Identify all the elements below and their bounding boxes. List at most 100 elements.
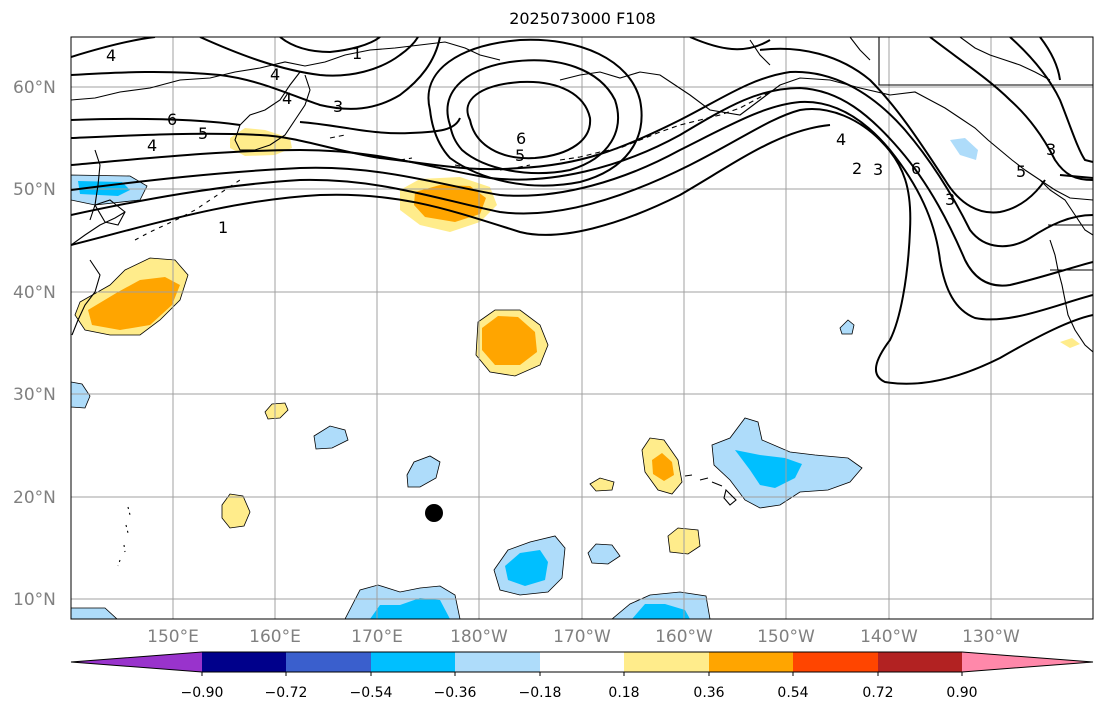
colorbar-tick-label: 0.36 — [693, 685, 724, 701]
contour-label: 4 — [147, 136, 157, 155]
colorbar-segment — [455, 652, 540, 672]
colorbar-segment — [71, 652, 202, 672]
colorbar-tick-label: −0.90 — [181, 685, 224, 701]
coast-japan — [71, 211, 126, 336]
contour-6-low — [466, 80, 592, 160]
island-chain-marianas — [117, 506, 131, 567]
colorbar-segment — [202, 652, 286, 672]
longitude-labels: 150°E 160°E 170°E 180°W 170°W 160°W 150°… — [147, 627, 1020, 647]
colorbar-segment — [709, 652, 793, 672]
contour-1-top — [71, 37, 419, 77]
contour-top-small — [279, 37, 381, 54]
lat-label: 30°N — [13, 385, 56, 405]
lon-label: 180°W — [450, 627, 508, 647]
colorbar-segment — [624, 652, 709, 672]
shade-orange-aleutian — [414, 185, 486, 222]
contour-top-right3 — [1009, 37, 1093, 163]
colorbar-tick-label: 0.18 — [608, 685, 639, 701]
contour-6 — [71, 47, 1093, 214]
graticule — [71, 37, 1093, 619]
contour-4-low — [427, 38, 643, 187]
coast-kamchatka — [234, 71, 311, 151]
lon-label: 170°W — [553, 627, 611, 647]
shade-blue-south2-core — [632, 604, 690, 619]
colorbar — [70, 651, 1094, 676]
contour-label: 1 — [352, 44, 362, 63]
map-frame — [70, 36, 1094, 620]
contour-label: 5 — [515, 146, 525, 165]
shade-blue-15n-core — [505, 550, 548, 586]
coast-asia — [71, 41, 501, 101]
contour-label: 4 — [106, 46, 116, 65]
colorbar-segment — [286, 652, 371, 672]
contour-label: 4 — [836, 130, 846, 149]
contour-3-top — [71, 37, 441, 110]
contour-label: 3 — [333, 97, 343, 116]
lon-label: 140°W — [860, 627, 918, 647]
shade-blue-east35 — [839, 319, 855, 335]
colorbar-ticks: −0.90 −0.72 −0.54 −0.36 −0.18 0.18 0.36 … — [181, 685, 978, 701]
shade-yellow-155e — [221, 493, 251, 529]
latitude-labels: 10°N 20°N 30°N 40°N 50°N 60°N — [13, 78, 56, 610]
hawaii-islands — [684, 474, 737, 506]
contours — [71, 37, 1093, 385]
contour-5-low — [446, 59, 619, 175]
colorbar-tick-label: −0.36 — [434, 685, 477, 701]
contour-top-right4 — [1039, 37, 1061, 81]
colorbar-segment — [878, 652, 962, 672]
contour-top-right2 — [929, 37, 1093, 181]
shade-blue-180 — [406, 455, 441, 488]
contour-1-south — [71, 124, 831, 246]
contour-label: 5 — [1016, 162, 1026, 181]
lat-label: 50°N — [13, 180, 56, 200]
lat-label: 40°N — [13, 283, 56, 303]
anomaly-shading — [71, 128, 1080, 619]
contour-3 — [71, 100, 1093, 321]
lat-label: 20°N — [13, 488, 56, 508]
lon-label: 150°W — [757, 627, 815, 647]
colorbar-segment — [371, 652, 455, 672]
shade-blue-30n-west — [71, 381, 91, 409]
shade-blue-hawaii-e-core — [735, 450, 802, 488]
colorbar-segment — [540, 652, 624, 672]
colorbar-segment — [793, 652, 878, 672]
colorbar-tick-label: −0.18 — [519, 685, 562, 701]
lon-label: 160°W — [655, 627, 713, 647]
shade-orange-japan40 — [88, 277, 180, 330]
colorbar-tick-label: 0.90 — [946, 685, 977, 701]
coastlines — [71, 37, 1093, 567]
shade-blue-se-hawaii — [587, 543, 621, 565]
lon-label: 130°W — [962, 627, 1020, 647]
contour-label: 1 — [218, 218, 228, 237]
shade-blue-170e — [313, 425, 349, 450]
contour-5 — [71, 70, 1093, 248]
contour-label: 6 — [167, 110, 177, 129]
contour-label: 2 — [852, 159, 862, 178]
border-canada — [878, 37, 1093, 86]
lon-label: 170°E — [351, 627, 403, 647]
lat-label: 10°N — [13, 590, 56, 610]
coast-alaska-interior — [749, 37, 1051, 81]
shade-blue-alaska — [950, 138, 978, 160]
contour-label: 3 — [1046, 140, 1056, 159]
contour-label: 6 — [516, 129, 526, 148]
shade-blue-south1-core — [370, 598, 450, 619]
colorbar-tick-label: 0.72 — [862, 685, 893, 701]
storm-center-marker — [425, 504, 443, 522]
border-us-canada — [1048, 224, 1093, 271]
coast-kurils — [134, 179, 241, 241]
colorbar-tick-label: −0.72 — [265, 685, 308, 701]
contour-label: 3 — [945, 190, 955, 209]
contour-label: 6 — [911, 159, 921, 178]
coast-bc — [1039, 179, 1093, 236]
shade-blue-southwest — [71, 607, 118, 619]
colorbar-segment — [962, 652, 1093, 672]
contour-label: 4 — [282, 89, 292, 108]
lon-label: 160°E — [249, 627, 301, 647]
shade-yellow-east — [1060, 338, 1080, 348]
shade-yellow-165e — [264, 402, 289, 420]
contour-label: 5 — [198, 124, 208, 143]
shade-yellow-small1 — [589, 477, 615, 492]
coast-west-us — [1049, 239, 1093, 353]
